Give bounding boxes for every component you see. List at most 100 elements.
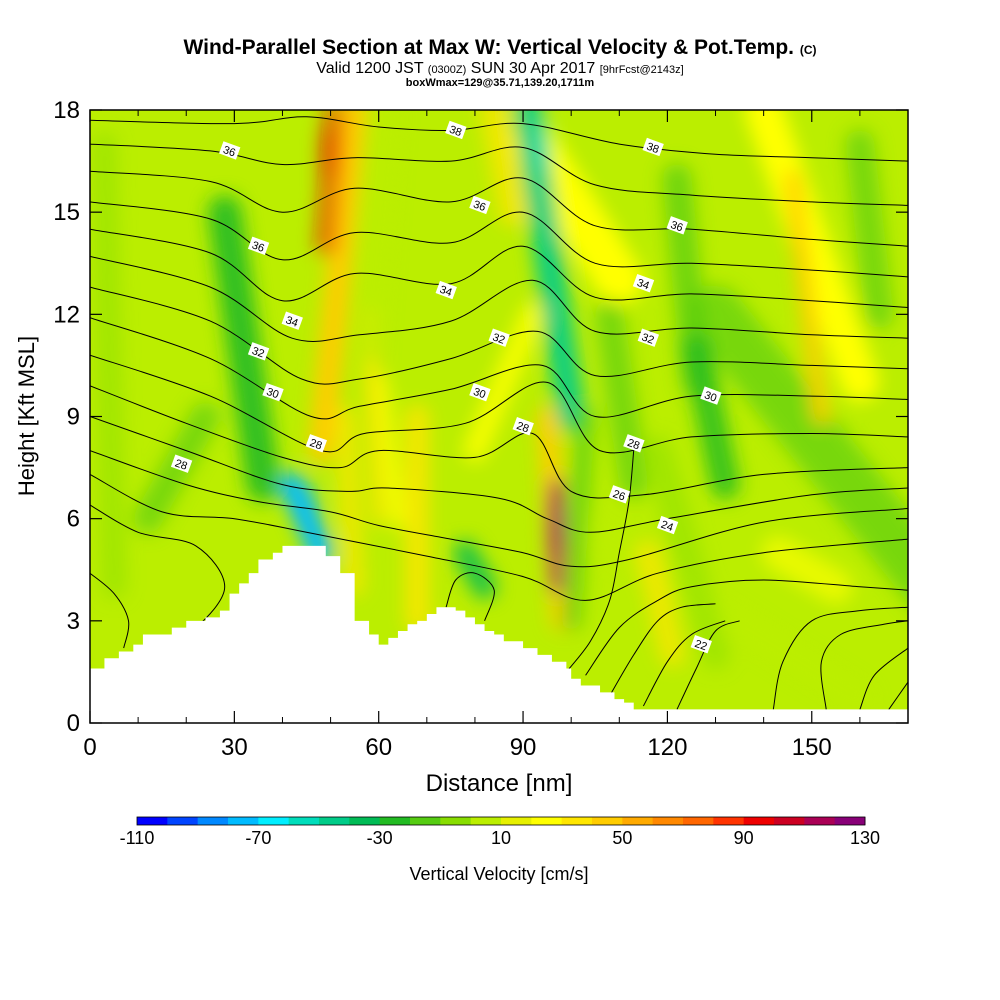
contour-label: 32 xyxy=(247,342,270,361)
svg-text:36: 36 xyxy=(669,219,685,234)
theta-contour-line xyxy=(90,143,908,206)
contour-label: 34 xyxy=(435,280,457,300)
theta-contour-line xyxy=(90,116,908,162)
theta-contour-line xyxy=(90,385,908,499)
svg-text:28: 28 xyxy=(308,437,324,452)
theta-contour-line xyxy=(642,620,726,707)
plot-area: 36 38 38 36 36 36 34 34 34 32 32 32 30 30 30 28 28 28 28 26… xyxy=(90,110,908,723)
contour-label: 28 xyxy=(623,434,645,453)
colorbar-swatch xyxy=(834,817,866,825)
colorbar-swatch xyxy=(683,817,714,825)
svg-text:28: 28 xyxy=(173,457,189,472)
theta-contour-line xyxy=(90,473,908,601)
theta-contour-line xyxy=(585,579,908,676)
contour-label: 38 xyxy=(642,137,664,157)
colorbar-swatch xyxy=(137,817,168,825)
svg-text:36: 36 xyxy=(250,239,266,254)
theta-contour-line xyxy=(445,572,495,621)
colorbar-swatch xyxy=(410,817,441,825)
svg-text:38: 38 xyxy=(448,124,464,139)
colorbar-swatch xyxy=(804,817,836,825)
contour-label: 30 xyxy=(700,386,722,405)
theta-contour-line xyxy=(888,681,908,710)
colorbar-swatch xyxy=(258,817,290,825)
svg-text:36: 36 xyxy=(221,144,237,159)
copyright-mark: (C) xyxy=(799,43,817,57)
colorbar-swatch xyxy=(652,817,684,825)
colorbar-swatch xyxy=(501,817,532,825)
x-tick-label: 30 xyxy=(221,734,248,761)
colorbar-swatch xyxy=(743,817,775,825)
colorbar-swatch xyxy=(561,817,593,825)
contour-label: 22 xyxy=(690,635,712,654)
colorbar-swatch xyxy=(319,817,350,825)
contour-label: 28 xyxy=(512,417,534,436)
svg-text:34: 34 xyxy=(635,277,651,292)
colorbar-swatch xyxy=(531,817,563,825)
theta-contours xyxy=(90,116,908,710)
colorbar: -110 -70 -30 10 50 90 130 xyxy=(120,816,880,848)
colorbar-tick-label: -110 xyxy=(120,828,155,848)
contour-label: 30 xyxy=(469,383,491,402)
svg-text:24: 24 xyxy=(659,519,675,534)
svg-text:32: 32 xyxy=(640,331,656,346)
y-tick-label: 9 xyxy=(67,404,80,431)
theta-contour-line xyxy=(90,416,908,533)
box-info: boxWmax=129@35.71,139.20,1711m xyxy=(405,77,595,89)
contour-label: 36 xyxy=(469,195,491,215)
contour-label: 24 xyxy=(656,515,679,535)
contour-label: 38 xyxy=(445,120,467,140)
x-tick-label: 0 xyxy=(83,734,96,761)
colorbar-tick-label: 10 xyxy=(491,828,511,848)
contour-label: 30 xyxy=(262,383,284,402)
svg-text:30: 30 xyxy=(703,389,719,404)
svg-text:32: 32 xyxy=(491,331,507,346)
colorbar-tick-label: 130 xyxy=(850,828,880,848)
contour-label: 32 xyxy=(488,328,510,347)
colorbar-swatch xyxy=(228,817,259,825)
svg-text:36: 36 xyxy=(472,199,488,214)
colorbar-tick-label: 50 xyxy=(612,828,632,848)
contour-label: 34 xyxy=(281,311,303,330)
colorbar-swatch xyxy=(288,817,320,825)
colorbar-tick-label: 90 xyxy=(734,828,754,848)
svg-text:28: 28 xyxy=(515,420,531,435)
valid-date: SUN 30 Apr 2017 xyxy=(470,60,596,77)
x-axis: 0 30 60 90 120 150 xyxy=(83,110,861,761)
svg-text:32: 32 xyxy=(250,345,266,360)
colorbar-label: Vertical Velocity [cm/s] xyxy=(409,864,588,884)
theta-contour-line xyxy=(859,647,908,710)
svg-text:30: 30 xyxy=(265,386,281,401)
contour-label: 36 xyxy=(247,236,270,255)
x-tick-label: 90 xyxy=(510,734,537,761)
theta-contour-line xyxy=(566,450,635,673)
x-tick-label: 120 xyxy=(647,734,687,761)
valid-prefix: Valid 1200 JST xyxy=(316,60,424,77)
colorbar-swatch xyxy=(349,817,381,825)
svg-text:26: 26 xyxy=(611,488,627,503)
contour-label: 36 xyxy=(219,141,241,160)
theta-contour-line xyxy=(90,450,908,568)
colorbar-swatch xyxy=(440,817,472,825)
theta-contour-line xyxy=(772,606,908,710)
contour-labels: 36 38 38 36 36 36 34 34 34 32 32 32 30 30 30 28 28 28 28 26… xyxy=(170,120,722,654)
forecast-info: [9hrFcst@2143z] xyxy=(599,64,684,76)
valid-time-line: Valid 1200 JST (0300Z) SUN 30 Apr 2017 [… xyxy=(0,60,1000,78)
theta-contour-line xyxy=(90,228,908,308)
colorbar-swatch xyxy=(470,817,502,825)
colorbar-swatch xyxy=(197,817,229,825)
y-tick-label: 12 xyxy=(53,301,80,328)
theta-contour-line xyxy=(90,317,908,420)
contour-label: 32 xyxy=(637,328,660,347)
svg-text:38: 38 xyxy=(645,141,661,156)
colorbar-swatch xyxy=(379,817,411,825)
theta-contour-line xyxy=(609,603,716,697)
vertical-velocity-field xyxy=(92,110,908,712)
theta-contour-line xyxy=(90,354,908,454)
contour-label: 28 xyxy=(305,434,328,453)
chart-title: Wind-Parallel Section at Max W: Vertical… xyxy=(0,36,1000,60)
svg-text:28: 28 xyxy=(626,437,642,452)
chart-title-text: Wind-Parallel Section at Max W: Vertical… xyxy=(183,36,794,59)
